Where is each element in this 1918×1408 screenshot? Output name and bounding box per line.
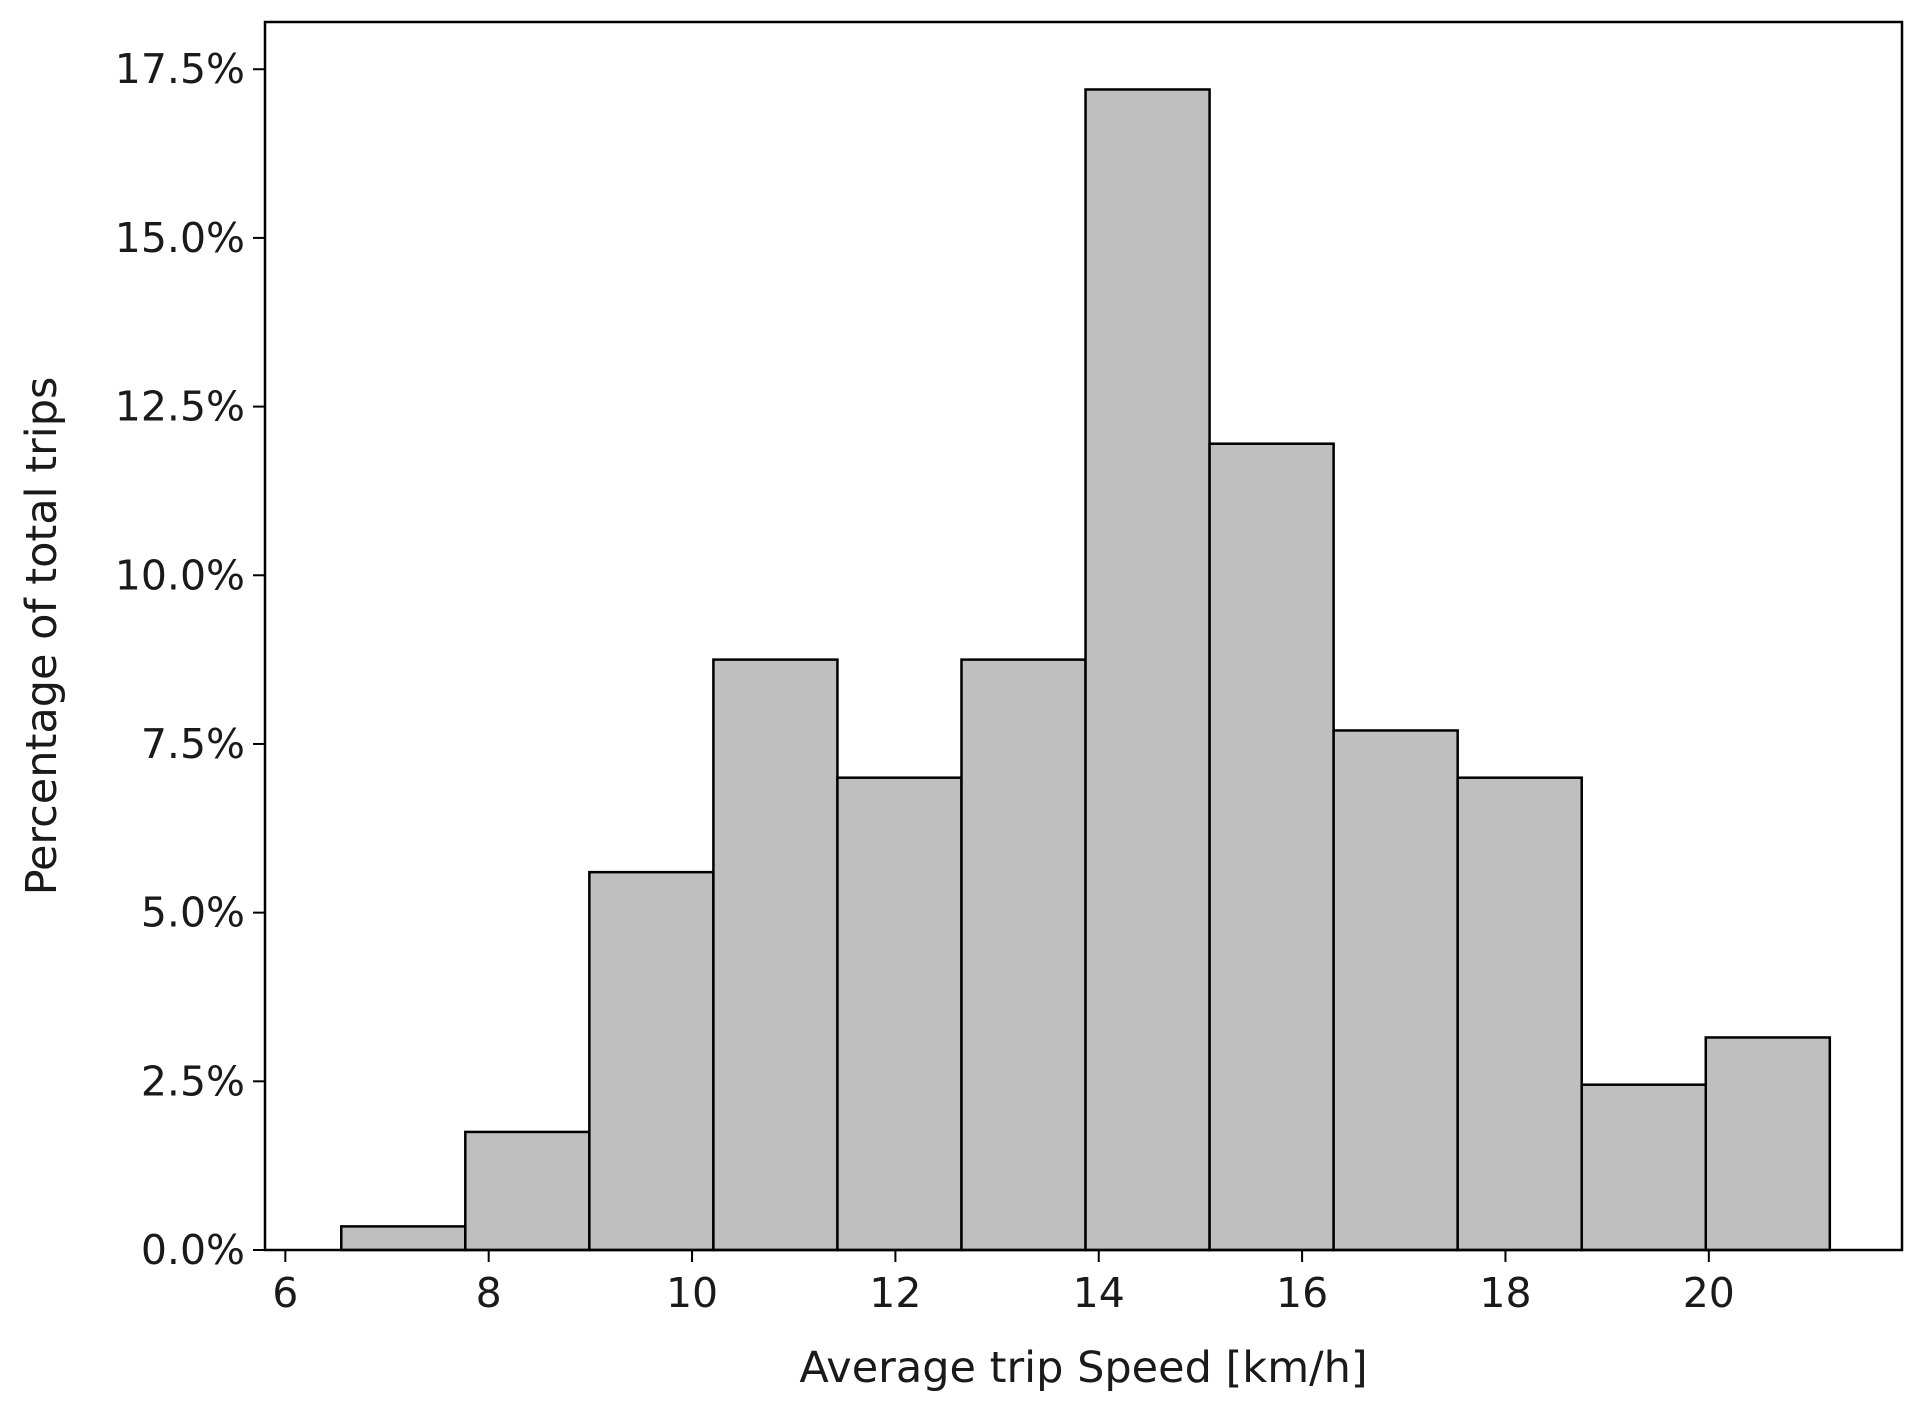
histogram-bar	[1208, 442, 1335, 1252]
plot-area-frame	[263, 20, 1904, 1252]
histogram-bar	[836, 776, 963, 1252]
x-axis-label: Average trip Speed [km/h]	[799, 1343, 1367, 1393]
histogram-bar	[1580, 1083, 1708, 1252]
x-tick-label: 14	[1073, 1269, 1125, 1317]
x-axis-ticks: 6 8 10 12 14 16 18 20	[272, 1250, 1735, 1317]
x-tick-label: 12	[869, 1269, 921, 1317]
x-tick-label: 6	[272, 1269, 298, 1317]
x-tick-label: 16	[1276, 1269, 1328, 1317]
x-tick-label: 20	[1683, 1269, 1735, 1317]
x-tick-label: 10	[666, 1269, 718, 1317]
y-tick-label: 7.5%	[141, 720, 245, 768]
histogram-bar	[1084, 88, 1211, 1252]
x-tick-label: 8	[476, 1269, 502, 1317]
histogram-bar	[588, 870, 715, 1252]
histogram-bar	[960, 658, 1087, 1252]
y-tick-label: 0.0%	[141, 1226, 245, 1274]
histogram-bar	[1704, 1036, 1832, 1252]
histogram-bar	[340, 1225, 467, 1252]
bars-group	[340, 88, 1832, 1252]
x-tick-label: 18	[1479, 1269, 1531, 1317]
histogram-bar	[1456, 776, 1583, 1252]
y-tick-label: 5.0%	[141, 889, 245, 937]
y-tick-label: 2.5%	[141, 1057, 245, 1105]
y-tick-label: 15.0%	[115, 214, 245, 262]
y-tick-label: 17.5%	[115, 45, 245, 93]
y-axis-label: Percentage of total trips	[17, 377, 67, 896]
histogram-bar	[1332, 729, 1459, 1252]
histogram-bar	[712, 658, 839, 1252]
histogram-bar	[464, 1130, 591, 1252]
y-tick-label: 10.0%	[115, 551, 245, 599]
y-axis-ticks: 0.0% 2.5% 5.0% 7.5% 10.0% 12.5% 15.0% 17.5%	[115, 45, 265, 1274]
y-tick-label: 12.5%	[115, 383, 245, 431]
